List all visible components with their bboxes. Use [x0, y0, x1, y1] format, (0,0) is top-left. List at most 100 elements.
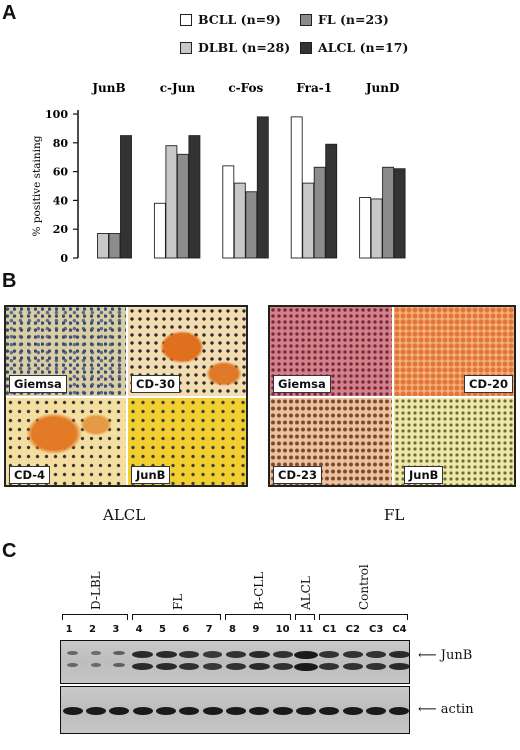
legend-swatch-alcl: [300, 41, 312, 54]
group-bracket-control: [318, 614, 408, 620]
actin-band-lane-c2: [342, 707, 363, 715]
category-label-c-jun: c-Jun: [160, 81, 196, 95]
legend-label-dlbl: DLBL (n=28): [198, 40, 291, 55]
junb-band-lane-c4-1: [388, 651, 409, 659]
actin-arrow-label: ⟵ actin: [418, 702, 474, 717]
junb-label: JunB: [440, 648, 473, 663]
actin-band-lane-10: [272, 707, 293, 715]
legend-item-alcl: ALCL (n=17): [300, 40, 408, 55]
alcl-stain-grid: Giemsa CD-30 CD-4 JunB: [4, 305, 248, 487]
y-tick-label-40: 40: [53, 194, 69, 207]
bar-fra-1-3: [313, 166, 326, 259]
junb-band-lane-9-2: [248, 663, 270, 671]
junb-band-lane-c4-2: [388, 663, 409, 671]
lane-number-c4: C4: [392, 624, 407, 635]
lane-number-7: 7: [205, 624, 213, 635]
group-bracket-fl: [132, 614, 222, 620]
group-bracket-alcl: [295, 614, 315, 620]
lane-number-4: 4: [135, 624, 143, 635]
bar-jund-2: [370, 198, 383, 259]
junb-band-lane-6-1: [179, 651, 200, 658]
bar-c-fos-4: [256, 116, 269, 259]
legend-item-bcll: BCLL (n=9): [180, 12, 281, 27]
lane-number-c3: C3: [369, 624, 384, 635]
category-label-c-fos: c-Fos: [228, 81, 263, 95]
bar-jund-4: [393, 168, 406, 259]
fl-junb-tile: JunB: [394, 398, 514, 485]
bar-junb-2: [97, 233, 109, 259]
bar-c-jun-3: [176, 153, 189, 259]
y-axis-label: % positive staining: [31, 135, 43, 236]
bar-junb-4: [120, 135, 132, 259]
actin-band-lane-6: [179, 707, 200, 715]
junb-band-lane-c1-1: [319, 651, 340, 658]
junb-band-lane-c2-1: [342, 651, 363, 658]
junb-band-lane-c3-2: [366, 663, 386, 670]
fl-stain-grid: Giemsa CD-20 CD-23 JunB: [268, 305, 516, 487]
junb-band-lane-1-1: [67, 651, 79, 656]
alcl-cd30-tile: CD-30: [128, 307, 246, 396]
y-tick-label-100: 100: [45, 108, 68, 121]
panel-letter-a: A: [2, 2, 17, 24]
panel-letter-b: B: [2, 270, 17, 292]
lane-number-3: 3: [112, 624, 120, 635]
group-label-fl: FL: [170, 593, 185, 610]
bar-fra-1-2: [302, 182, 315, 259]
junb-band-lane-c2-2: [342, 663, 363, 670]
fl-giemsa-label: Giemsa: [273, 375, 331, 393]
junb-band-lane-2-1: [91, 651, 101, 655]
bar-fra-1-4: [325, 143, 338, 259]
group-label-alcl: ALCL: [299, 576, 313, 610]
category-label-junb: JunB: [91, 81, 125, 95]
actin-band-lane-8: [226, 707, 246, 715]
bar-c-fos-3: [245, 191, 258, 259]
lane-number-8: 8: [229, 624, 236, 635]
fl-cd23-label: CD-23: [273, 466, 322, 484]
junb-band-lane-7-1: [203, 651, 223, 658]
junb-band-lane-9-1: [248, 651, 270, 659]
alcl-cd4-tile: CD-4: [6, 398, 126, 485]
alcl-caption: ALCL: [103, 506, 146, 524]
category-label-jund: JunD: [365, 81, 400, 95]
alcl-junb-tile: JunB: [128, 398, 246, 485]
bar-jund-3: [382, 166, 395, 259]
junb-band-lane-c1-2: [319, 663, 340, 670]
junb-band-lane-6-2: [179, 663, 200, 670]
lane-number-10: 10: [275, 624, 290, 635]
lane-number-2: 2: [89, 624, 96, 635]
fl-junb-label: JunB: [404, 466, 444, 484]
alcl-cd4-label: CD-4: [9, 466, 50, 484]
alcl-junb-label: JunB: [131, 466, 171, 484]
junb-band-lane-4-2: [132, 663, 154, 671]
junb-band-lane-11-1: [294, 651, 318, 659]
legend-swatch-bcll: [180, 13, 192, 26]
fl-cd20-tile: CD-20: [394, 307, 514, 396]
bar-c-fos-1: [222, 165, 235, 259]
actin-band-lane-4: [132, 707, 153, 715]
bar-c-jun-2: [165, 145, 178, 259]
legend-item-fl: FL (n=23): [300, 12, 389, 27]
alcl-giemsa-tile: Giemsa: [6, 307, 126, 396]
actin-band-lane-c1: [319, 707, 340, 715]
actin-band-lane-c3: [366, 707, 386, 715]
junb-band-lane-11-2: [294, 663, 318, 671]
actin-band-lane-9: [249, 707, 270, 715]
bar-c-jun-1: [153, 202, 166, 259]
actin-arrow-icon: ⟵: [418, 702, 437, 717]
junb-band-lane-3-2: [113, 663, 126, 668]
junb-band-lane-5-2: [155, 663, 177, 671]
actin-band-lane-7: [202, 707, 223, 715]
bar-junb-3: [108, 233, 121, 259]
junb-band-lane-10-1: [272, 651, 293, 658]
bar-fra-1-1: [290, 116, 303, 259]
junb-arrow-label: ⟵ JunB: [418, 648, 472, 663]
actin-band-lane-11: [296, 707, 316, 715]
fl-giemsa-tile: Giemsa: [270, 307, 392, 396]
junb-band-lane-4-1: [132, 651, 154, 659]
lane-number-11: 11: [299, 624, 313, 635]
junb-band-lane-5-1: [155, 651, 177, 659]
actin-band-lane-2: [86, 707, 106, 715]
junb-band-lane-8-1: [226, 651, 246, 658]
junb-blot: [60, 640, 410, 684]
y-tick-label-80: 80: [53, 137, 69, 150]
